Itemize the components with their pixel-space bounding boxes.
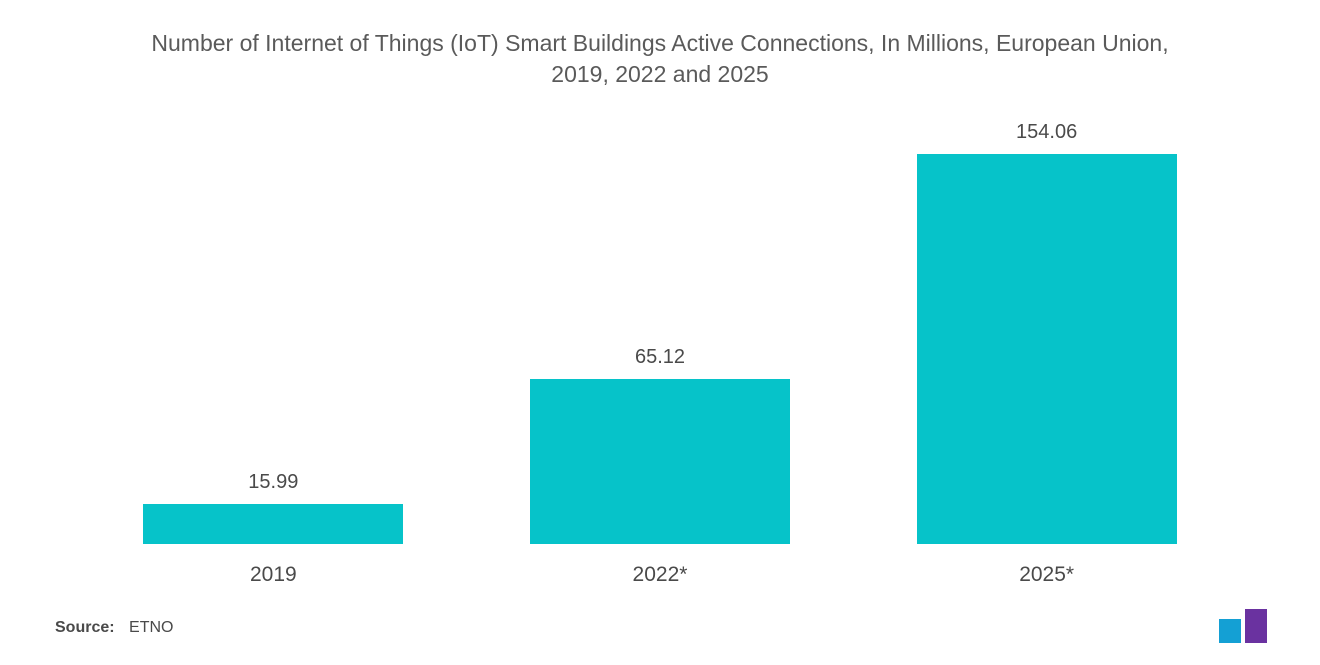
bar-1 xyxy=(530,379,790,544)
x-label-1: 2022* xyxy=(530,563,790,587)
brand-logo-icon xyxy=(1217,609,1275,643)
bar-2 xyxy=(917,154,1177,544)
x-axis-labels: 2019 2022* 2025* xyxy=(80,563,1240,587)
source-attribution: Source: ETNO xyxy=(55,619,173,637)
bar-slot-0: 15.99 xyxy=(143,471,403,544)
bar-value-label-2: 154.06 xyxy=(1016,121,1077,144)
bar-slot-2: 154.06 xyxy=(917,121,1177,544)
bar-value-label-0: 15.99 xyxy=(248,471,298,494)
source-label: Source: xyxy=(55,619,115,636)
bar-0 xyxy=(143,504,403,544)
bar-slot-1: 65.12 xyxy=(530,346,790,544)
source-text: ETNO xyxy=(129,619,173,636)
x-label-0: 2019 xyxy=(143,563,403,587)
x-label-2: 2025* xyxy=(917,563,1177,587)
chart-title: Number of Internet of Things (IoT) Smart… xyxy=(0,0,1320,90)
chart-plot-area: 15.99 65.12 154.06 xyxy=(80,140,1240,545)
bar-value-label-1: 65.12 xyxy=(635,346,685,369)
